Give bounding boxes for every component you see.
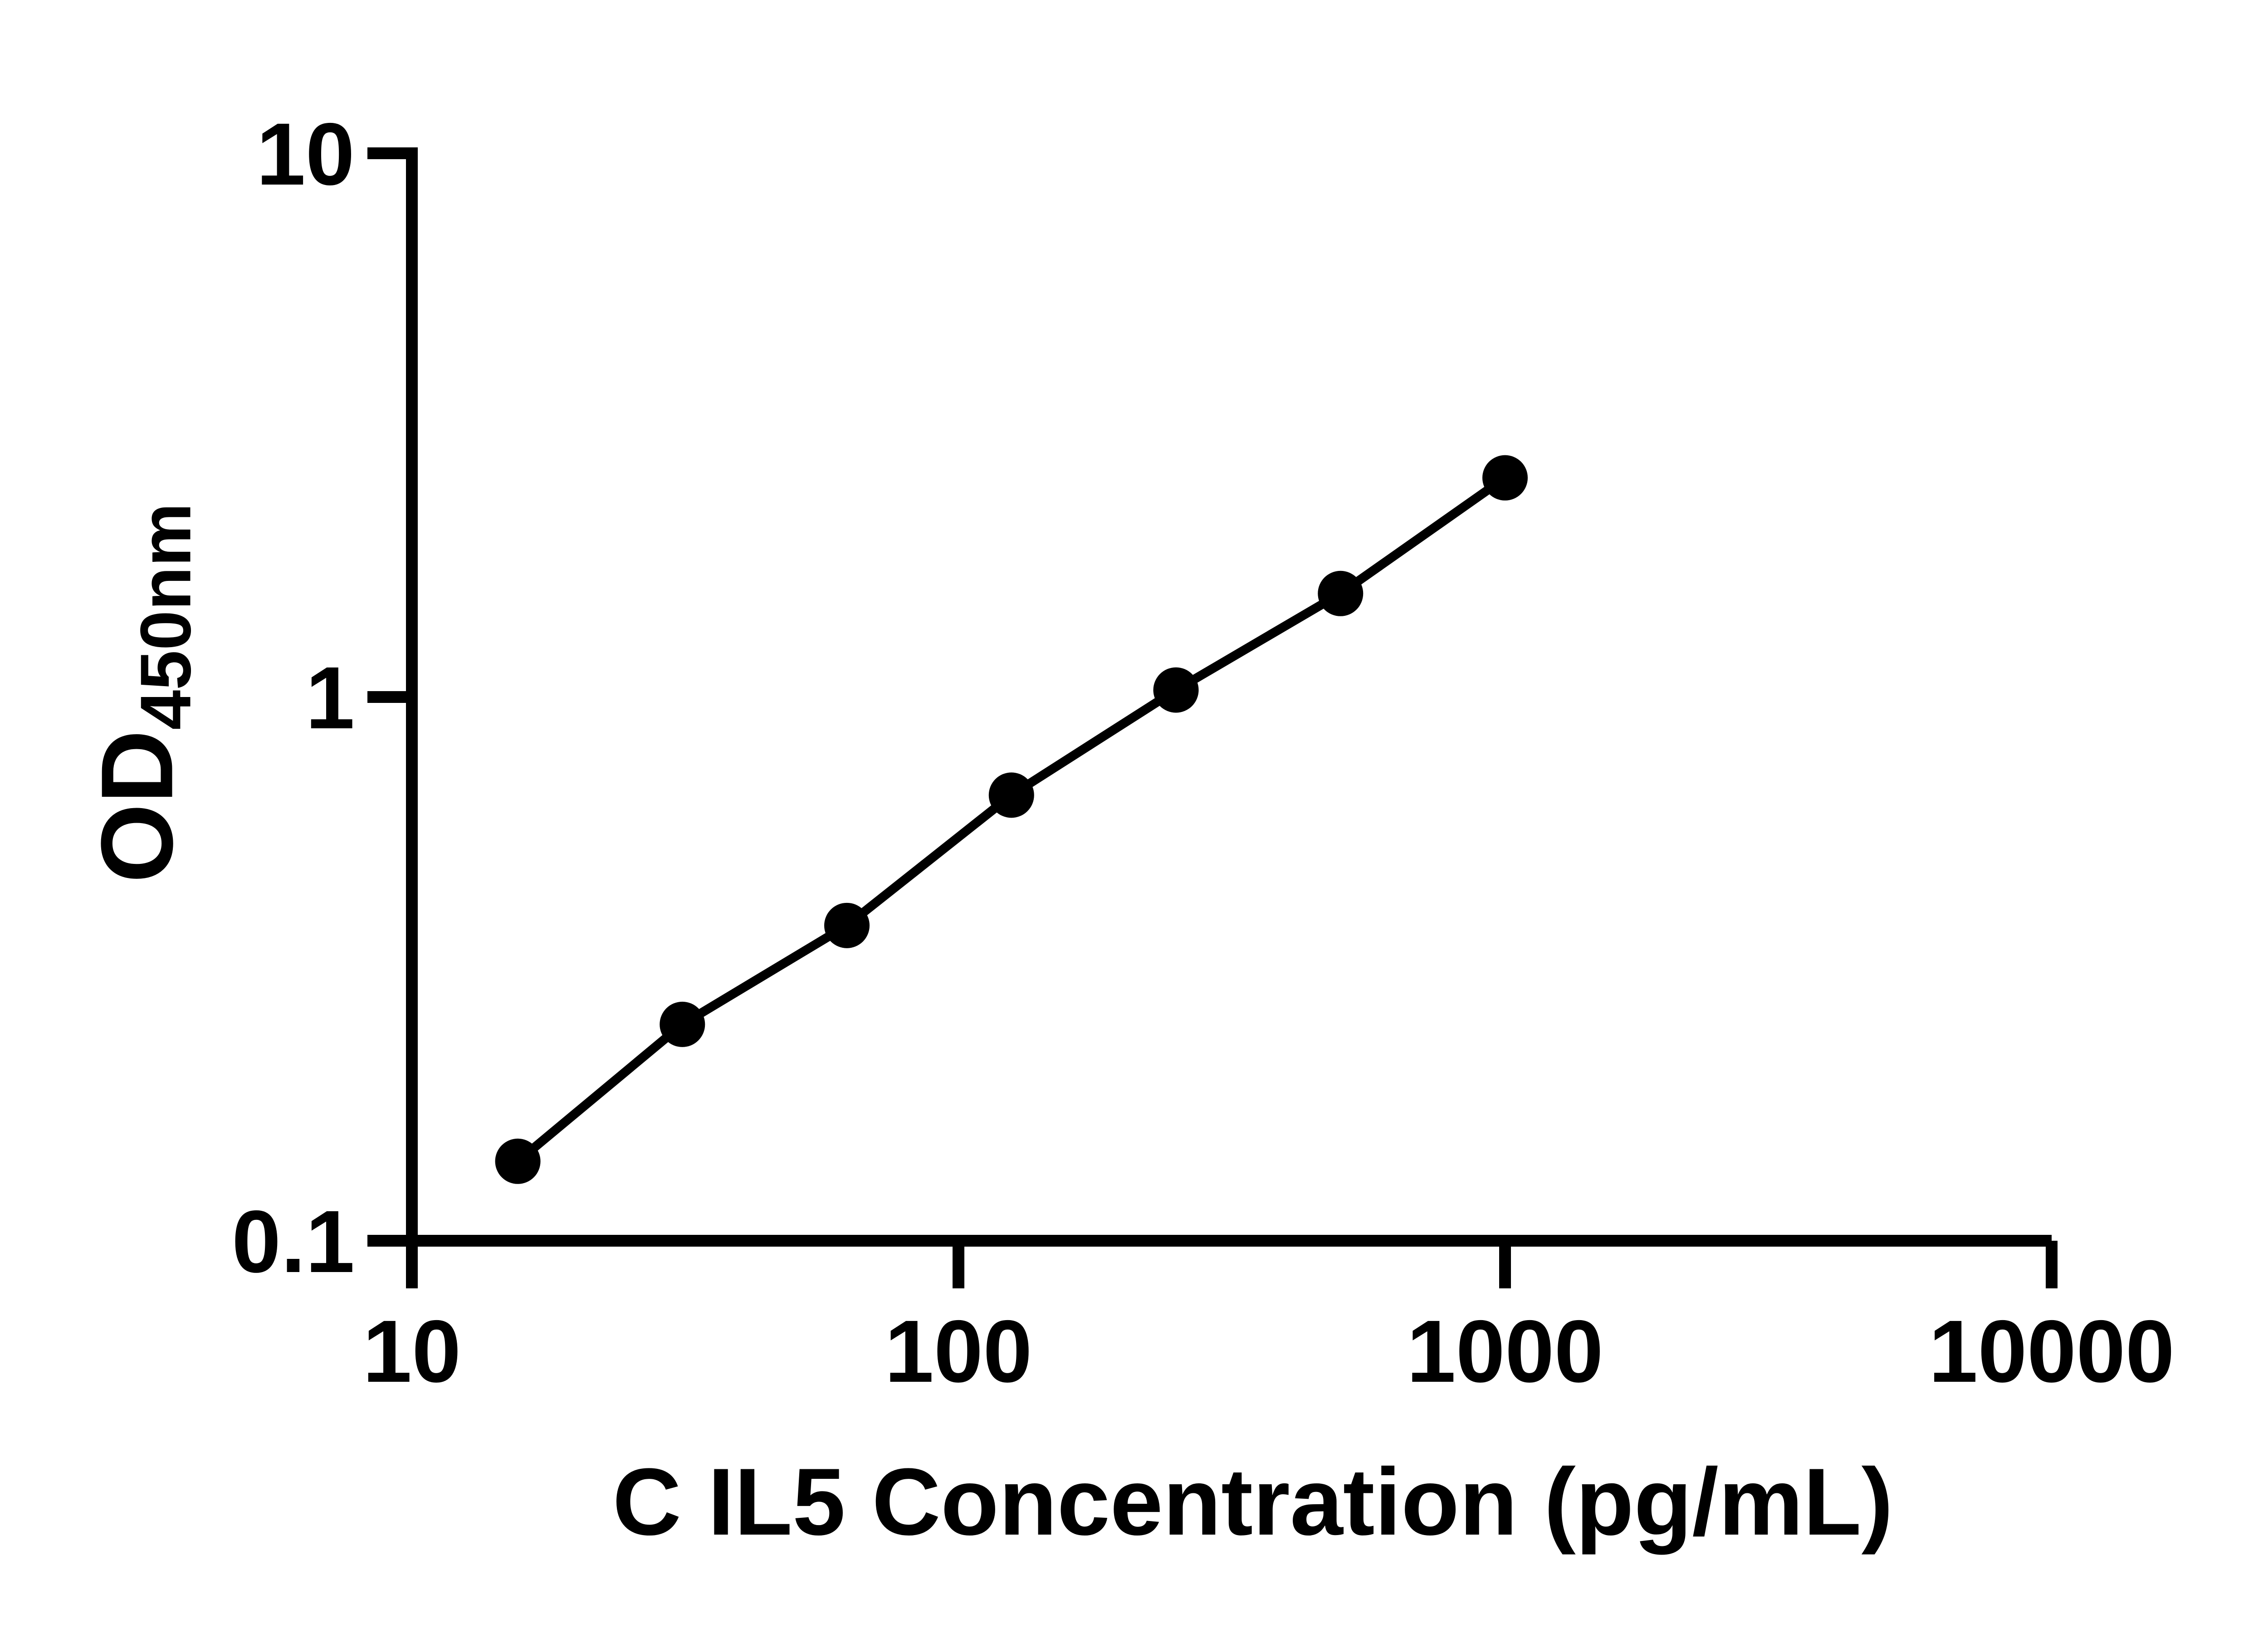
x-tick-label: 10000 bbox=[1929, 1302, 2175, 1401]
data-point bbox=[1482, 455, 1528, 501]
x-tick-label: 10 bbox=[363, 1302, 461, 1401]
data-point bbox=[495, 1138, 541, 1184]
y-axis-title-main: OD bbox=[79, 730, 194, 883]
axis-spine bbox=[406, 147, 2052, 1247]
data-point bbox=[1318, 570, 1364, 616]
data-point bbox=[1153, 667, 1199, 713]
y-tick-label: 1 bbox=[306, 648, 355, 747]
y-axis-title: OD450nm bbox=[80, 503, 206, 883]
data-point bbox=[660, 1001, 705, 1047]
data-point bbox=[988, 772, 1034, 818]
x-tick-label: 100 bbox=[885, 1302, 1032, 1401]
y-tick-label: 0.1 bbox=[232, 1192, 355, 1291]
y-tick-label: 10 bbox=[256, 105, 355, 204]
x-axis-title: C IL5 Concentration (pg/mL) bbox=[612, 1448, 1893, 1555]
x-tick-label: 1000 bbox=[1407, 1302, 1603, 1401]
data-point bbox=[824, 902, 870, 948]
y-axis-title-subscript: 450nm bbox=[126, 502, 206, 730]
